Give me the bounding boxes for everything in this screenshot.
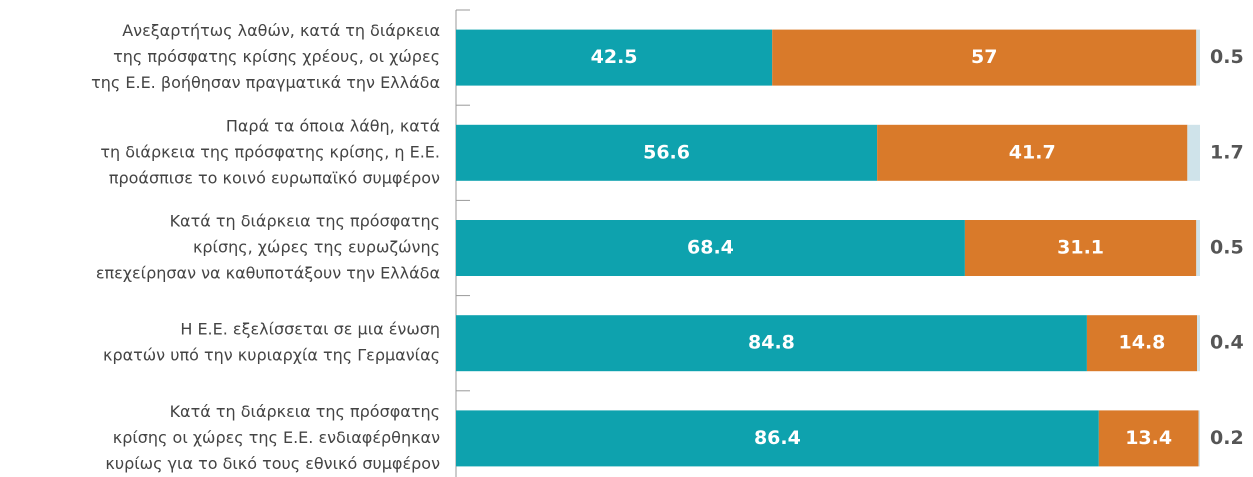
data-label: 1.7 — [1210, 141, 1244, 163]
bar-segment — [456, 315, 1087, 372]
data-label: 57 — [971, 46, 997, 68]
category-label: προάσπισε το κοινό ευρωπαϊκό συμφέρον — [109, 168, 440, 187]
bar-segment — [877, 124, 1188, 181]
data-label: 0.5 — [1210, 237, 1244, 259]
category-label: επεχείρησαν να καθυποτάξουν την Ελλάδα — [96, 264, 440, 283]
data-label: 31.1 — [1057, 237, 1104, 259]
bar-segment — [456, 29, 773, 86]
data-label: 0.5 — [1210, 46, 1244, 68]
category-label: Κατά τη διάρκεια της πρόσφατης — [170, 402, 440, 421]
data-label: 0.2 — [1210, 427, 1244, 449]
bar-segment — [1198, 410, 1200, 467]
bar-segment — [964, 220, 1197, 276]
data-label: 14.8 — [1119, 332, 1166, 354]
data-label: 0.4 — [1210, 332, 1244, 354]
bar-segment — [1196, 29, 1200, 86]
bar-segment — [1196, 220, 1200, 276]
bar-segment — [456, 220, 965, 276]
bar-segment — [1197, 315, 1200, 372]
data-label: 41.7 — [1009, 141, 1056, 163]
bar-segment — [1098, 410, 1199, 467]
category-label: κρίσης, χώρες της ευρωζώνης — [193, 238, 440, 257]
category-label: τη διάρκεια της πρόσφατης κρίσης, η Ε.Ε. — [100, 142, 440, 161]
bar-segment — [772, 29, 1197, 86]
data-label: 86.4 — [754, 427, 801, 449]
bar-segment — [1187, 124, 1200, 181]
bar-segment — [456, 410, 1099, 467]
category-label: της Ε.Ε. βοήθησαν πραγματικά την Ελλάδα — [91, 73, 440, 92]
category-label: Κατά τη διάρκεια της πρόσφατης — [170, 212, 440, 231]
category-label: της πρόσφατης κρίσης χρέους, οι χώρες — [113, 47, 440, 66]
data-label: 42.5 — [591, 46, 638, 68]
data-label: 13.4 — [1125, 427, 1172, 449]
data-label: 56.6 — [643, 141, 690, 163]
data-label: 84.8 — [748, 332, 795, 354]
category-label: Η Ε.Ε. εξελίσσεται σε μια ένωση — [180, 320, 440, 339]
data-label: 68.4 — [687, 237, 734, 259]
category-label: Ανεξαρτήτως λαθών, κατά τη διάρκεια — [122, 21, 440, 40]
category-label: Παρά τα όποια λάθη, κατά — [226, 116, 440, 135]
bar-segment — [456, 124, 878, 181]
category-label: κυρίως για το δικό τους εθνικό συμφέρον — [105, 454, 440, 473]
bar-segment — [1086, 315, 1198, 372]
category-label: κρίσης οι χώρες της Ε.Ε. ενδιαφέρθηκαν — [113, 428, 440, 447]
category-label: κρατών υπό την κυριαρχία της Γερμανίας — [103, 346, 440, 365]
